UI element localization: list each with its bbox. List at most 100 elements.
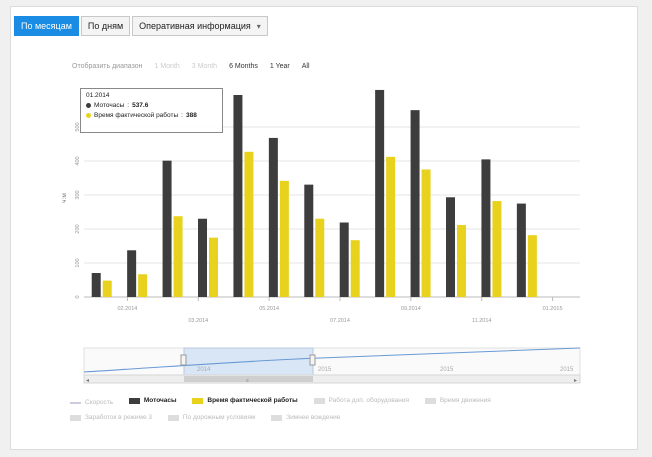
x-tick-label: 03.2014	[188, 318, 208, 324]
bar	[304, 184, 314, 297]
legend-label: По дорожным условиям	[182, 414, 256, 421]
tab-label: По дням	[87, 21, 124, 31]
bar	[244, 151, 254, 297]
tooltip-series-name: Время фактической работы	[94, 112, 179, 119]
bar	[209, 237, 218, 297]
color-swatch-icon	[313, 397, 325, 404]
tab-operational-info[interactable]: Оперативная информация ▾	[132, 16, 268, 36]
range-button-1m[interactable]: 1 Month	[154, 63, 180, 70]
navigator-scrollbar[interactable]	[83, 374, 581, 384]
y-tick-label: 400	[75, 156, 81, 165]
x-tick-label: 01.2015	[543, 306, 563, 312]
legend-label: Работа доп. оборудования	[328, 397, 410, 404]
tooltip-series-value: 388	[185, 112, 197, 119]
navigator-series-line	[83, 347, 581, 373]
bar	[492, 201, 502, 297]
bar	[198, 218, 207, 297]
series-dot-icon	[86, 113, 91, 118]
color-swatch-icon	[271, 414, 283, 421]
legend-item-extra-equipment[interactable]: Работа доп. оборудования	[313, 393, 410, 408]
tab-by-month[interactable]: По месяцам	[14, 16, 79, 36]
bar	[279, 180, 289, 297]
grip-icon[interactable]: ≡	[246, 378, 249, 384]
bar	[173, 216, 183, 297]
tooltip-series-value: 537.6	[132, 102, 149, 109]
legend-item-mode3[interactable]: Заработок в режиме 3	[70, 410, 152, 425]
navigator[interactable]: ◂ ▸ ≡ 2014 2015 2015 2015	[83, 347, 581, 384]
legend-item-work-time[interactable]: Время фактической работы	[192, 393, 298, 408]
x-tick-label: 02.2014	[117, 306, 137, 312]
tooltip-series-name: Моточасы	[94, 102, 125, 109]
bar	[91, 273, 101, 297]
bar	[339, 222, 349, 297]
tooltip-row: Моточасы: 537.6	[86, 102, 217, 109]
navigator-label: 2015	[318, 367, 332, 373]
legend-label: Скорость	[85, 399, 114, 406]
legend-item-winter-driving[interactable]: Зимнее вождение	[271, 410, 340, 425]
x-tick-label: 11.2014	[472, 318, 491, 324]
bar	[350, 240, 360, 297]
bar	[233, 95, 243, 297]
bar	[457, 225, 466, 297]
range-selector: Отобразить диапазон 1 Month 3 Month 6 Mo…	[72, 63, 310, 70]
legend-item-road-conditions[interactable]: По дорожным условиям	[167, 410, 256, 425]
bar	[516, 203, 526, 297]
legend-item-motohours[interactable]: Моточасы	[128, 393, 177, 408]
legend-label: Время движения	[439, 397, 491, 404]
color-swatch-icon	[167, 414, 179, 421]
x-tick-label: 07.2014	[330, 318, 350, 324]
legend: Скорость Моточасы Время фактической рабо…	[70, 393, 590, 427]
tooltip-date: 01.2014	[86, 92, 110, 99]
navigator-label: 2015	[440, 367, 454, 373]
chevron-down-icon: ▾	[256, 22, 261, 31]
legend-item-speed[interactable]: Скорость	[70, 395, 113, 410]
x-tick-label: 05.2014	[259, 306, 279, 312]
bar	[162, 160, 172, 297]
navigator-handle-left[interactable]	[180, 354, 187, 366]
bar	[138, 274, 148, 297]
range-button-1y[interactable]: 1 Year	[269, 63, 290, 70]
color-swatch-icon	[192, 397, 204, 404]
range-button-6m[interactable]: 6 Months	[229, 63, 258, 70]
bar	[481, 159, 491, 297]
line-swatch-icon	[70, 401, 81, 404]
tooltip: 01.2014 Моточасы: 537.6 Время фактическо…	[80, 88, 223, 133]
tab-label: По месяцам	[21, 21, 72, 31]
x-tick-label: 09.2014	[401, 306, 421, 312]
bar	[410, 110, 420, 298]
legend-label: Время фактической работы	[207, 397, 298, 404]
scroll-left-icon[interactable]: ◂	[86, 378, 89, 384]
tab-label: Оперативная информация	[139, 21, 251, 31]
legend-item-motion-time[interactable]: Время движения	[424, 393, 491, 408]
bar	[127, 250, 137, 297]
series-dot-icon	[86, 103, 91, 108]
color-swatch-icon	[70, 414, 81, 421]
bar	[527, 235, 537, 297]
bar	[102, 280, 112, 297]
legend-label: Заработок в режиме 3	[85, 414, 153, 421]
tab-by-day[interactable]: По дням	[80, 16, 131, 36]
navigator-handle-right[interactable]	[309, 354, 316, 366]
color-swatch-icon	[128, 397, 140, 404]
bar	[386, 156, 396, 297]
y-axis-title: ч:м	[61, 193, 68, 203]
color-swatch-icon	[424, 397, 436, 404]
navigator-label: 2015	[560, 367, 574, 373]
scroll-right-icon[interactable]: ▸	[574, 378, 577, 384]
legend-label: Зимнее вождение	[286, 414, 341, 421]
navigator-label: 2014	[197, 367, 211, 373]
tooltip-row: Время фактической работы: 388	[86, 112, 217, 119]
y-tick-label: 500	[75, 122, 81, 131]
bar	[315, 218, 325, 297]
bar	[375, 89, 385, 297]
legend-label: Моточасы	[143, 397, 177, 404]
bar	[268, 137, 278, 297]
range-button-3m[interactable]: 3 Month	[191, 63, 218, 70]
navigator-scroll-thumb[interactable]	[184, 376, 313, 382]
y-tick-label: 100	[75, 258, 81, 267]
range-button-all[interactable]: All	[301, 63, 310, 70]
bar	[421, 169, 431, 297]
view-tabs: По месяцам По дням Оперативная информаци…	[14, 16, 268, 36]
bar	[446, 197, 455, 297]
